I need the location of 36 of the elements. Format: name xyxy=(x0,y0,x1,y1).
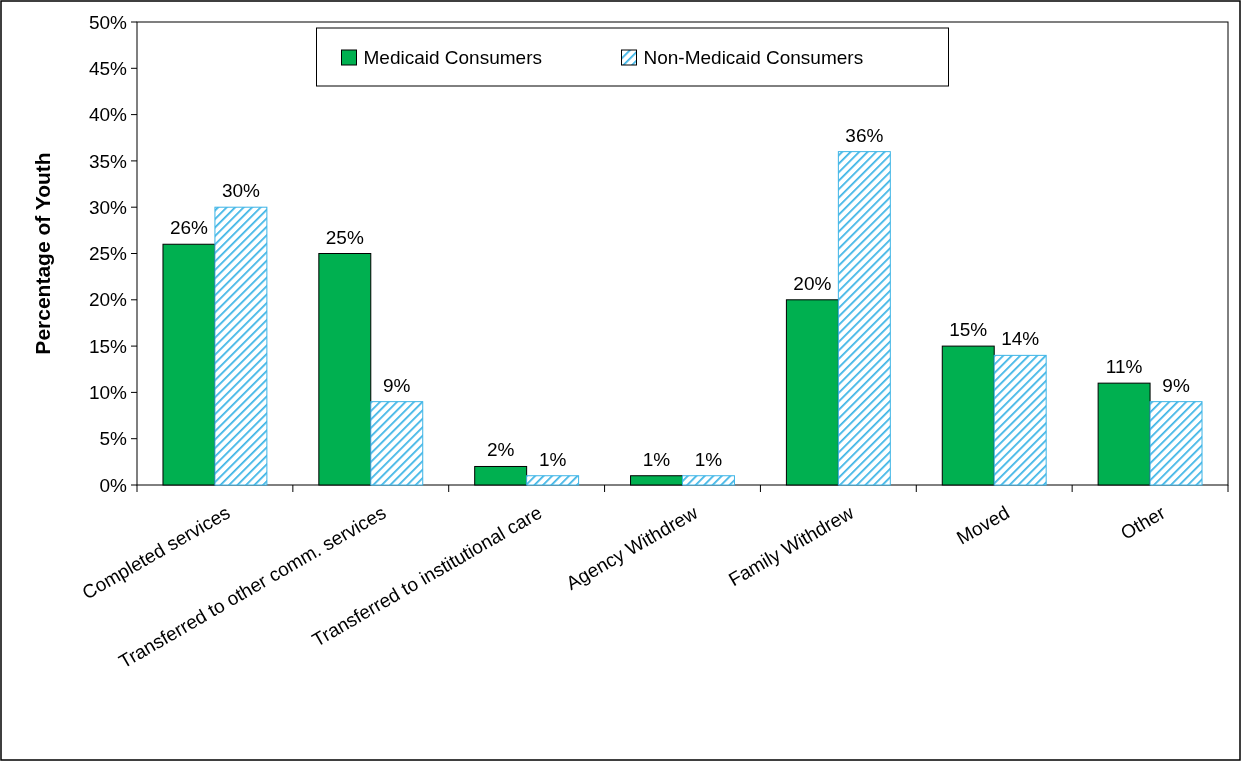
y-tick-label: 15% xyxy=(88,335,128,357)
bar xyxy=(993,354,1047,486)
y-tick-label: 30% xyxy=(88,196,128,218)
data-label: 14% xyxy=(1001,328,1040,350)
data-label: 2% xyxy=(486,439,515,461)
legend-label: Non-Medicaid Consumers xyxy=(643,47,864,68)
data-label: 9% xyxy=(1162,374,1190,396)
bar xyxy=(370,401,424,486)
bar xyxy=(214,206,268,486)
y-tick-label: 5% xyxy=(99,428,128,450)
data-label: 15% xyxy=(949,319,988,341)
data-label: 20% xyxy=(793,272,832,294)
data-label: 26% xyxy=(169,217,209,239)
data-label: 1% xyxy=(642,448,671,470)
data-label: 1% xyxy=(538,448,567,470)
data-label: 36% xyxy=(845,124,884,146)
data-label: 30% xyxy=(221,180,261,202)
legend-label: Medicaid Consumers xyxy=(363,47,542,68)
y-tick-label: 45% xyxy=(88,57,128,79)
bar xyxy=(682,475,735,486)
data-label: 9% xyxy=(383,374,411,396)
y-tick-label: 20% xyxy=(88,289,128,311)
y-tick-label: 10% xyxy=(88,382,128,404)
y-tick-label: 0% xyxy=(99,474,128,496)
y-tick-label: 50% xyxy=(88,11,128,33)
y-tick-label: 25% xyxy=(88,243,128,265)
x-tick-label: Other xyxy=(1117,501,1170,544)
y-tick-label: 35% xyxy=(88,150,128,172)
bar xyxy=(526,475,580,486)
bar xyxy=(837,151,891,486)
y-axis-title: Percentage of Youth xyxy=(31,152,54,355)
data-label: 25% xyxy=(325,226,364,248)
data-label: 1% xyxy=(694,448,723,470)
y-tick-label: 40% xyxy=(88,104,128,126)
data-label: 11% xyxy=(1105,356,1143,378)
bar xyxy=(1149,401,1203,486)
